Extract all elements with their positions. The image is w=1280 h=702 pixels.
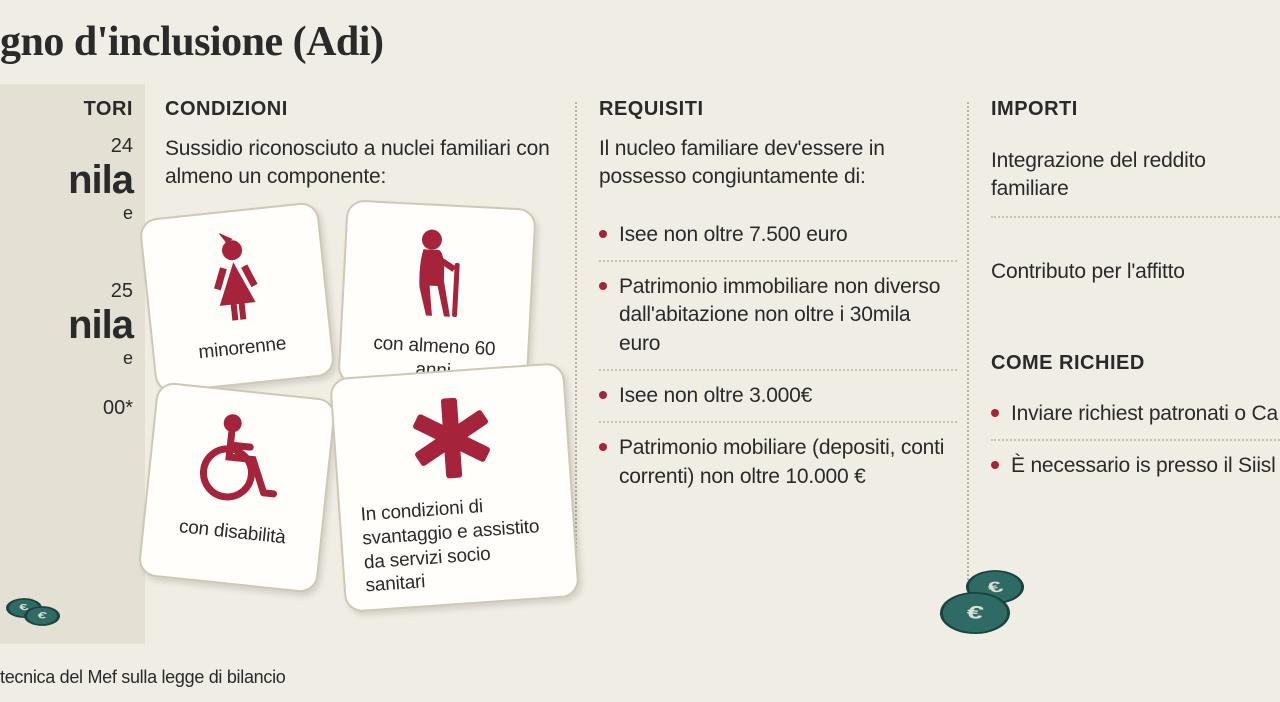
card-label: minorenne: [170, 329, 316, 368]
howto-list: Inviare richiest patronati o Ca È necess…: [991, 389, 1280, 492]
section-title-come-richiedere: COME RICHIED: [991, 352, 1280, 375]
list-item: Patrimonio mobiliare (depositi, conti co…: [599, 421, 957, 502]
medical-asterisk-icon: [400, 389, 502, 487]
year-2: 25: [0, 280, 133, 303]
year-1: 24: [0, 135, 133, 158]
card-svantaggio: In condizioni di svantaggio e assistito …: [329, 362, 580, 613]
column-condizioni: CONDIZIONI Sussidio riconosciuto a nucle…: [145, 84, 575, 644]
section-title-importi: IMPORTI: [991, 98, 1280, 121]
page-title: gno d'inclusione (Adi): [0, 0, 1280, 84]
columns: TORI 24 nila e 25 nila e 00* € € CONDIZI…: [0, 84, 1280, 644]
stat-big-2: nila: [0, 303, 133, 348]
stat-big-1: nila: [0, 158, 133, 203]
section-title-beneficiari: TORI: [0, 98, 133, 121]
column-requisiti: REQUISITI Il nucleo familiare dev'essere…: [577, 84, 967, 644]
stat-unit-1: e: [0, 203, 133, 224]
importi-row: Integrazione del reddito familiare: [991, 135, 1280, 216]
card-60anni: con almeno 60 anni: [337, 199, 536, 394]
condizioni-subhead: Sussidio riconosciuto a nuclei familiari…: [165, 135, 565, 192]
wheelchair-icon: [190, 407, 290, 512]
column-beneficiari: TORI 24 nila e 25 nila e 00* € €: [0, 84, 145, 644]
list-item: Patrimonio immobiliare non diverso dall'…: [599, 260, 957, 369]
section-title-condizioni: CONDIZIONI: [165, 98, 565, 121]
requisiti-subhead: Il nucleo familiare dev'essere in posses…: [599, 135, 957, 192]
importi-row: Contributo per l'affitto: [991, 218, 1280, 326]
list-item: È necessario is presso il Siisl: [991, 439, 1280, 491]
card-label: In condizioni di svantaggio e assistito …: [356, 490, 561, 599]
elderly-cane-icon: [392, 223, 485, 323]
footnote: 00*: [0, 397, 133, 420]
section-title-requisiti: REQUISITI: [599, 98, 957, 121]
euro-icon: €: [36, 611, 48, 622]
card-disabilita: con disabilità: [137, 381, 336, 594]
card-minorenne: minorenne: [138, 201, 335, 394]
child-icon: [190, 228, 279, 328]
card-label: con disabilità: [159, 513, 305, 552]
stat-unit-2: e: [0, 348, 133, 369]
requisiti-list: Isee non oltre 7.500 euro Patrimonio imm…: [599, 210, 957, 502]
list-item: Isee non oltre 7.500 euro: [599, 210, 957, 260]
list-item: Isee non oltre 3.000€: [599, 369, 957, 421]
list-item: Inviare richiest patronati o Ca: [991, 389, 1280, 439]
condition-cards: minorenne con almeno 60 anni: [147, 210, 565, 640]
column-importi: IMPORTI Integrazione del reddito familia…: [969, 84, 1280, 644]
euro-icon: €: [964, 602, 985, 624]
source-note: tecnica del Mef sulla legge di bilancio: [0, 667, 285, 688]
